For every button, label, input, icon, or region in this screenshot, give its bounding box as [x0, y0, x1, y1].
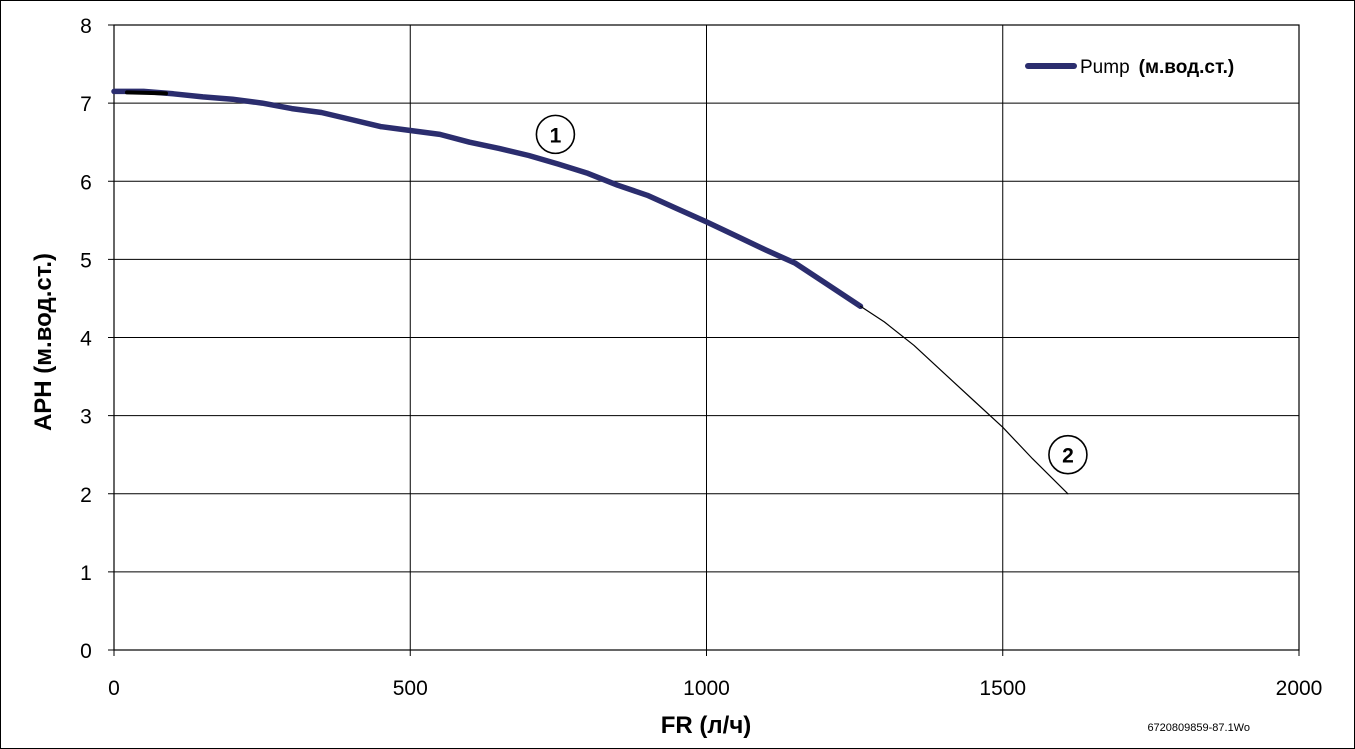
legend-label: Pump: [1080, 57, 1130, 78]
y-tick-label: 8: [80, 15, 92, 38]
callouts: 12: [535, 114, 1088, 475]
legend: Pump (м.вод.ст.): [1025, 57, 1234, 78]
y-axis-title: APH (м.вод.ст.): [30, 253, 57, 431]
y-tick-label: 6: [80, 171, 92, 194]
series-lines: [111, 88, 1069, 495]
svg-text:Pump (м.вод.ст.): Pump (м.вод.ст.): [1080, 57, 1234, 78]
figure-code: 6720809859-87.1Wo: [1147, 722, 1250, 734]
callout-circle-2: [1048, 434, 1088, 475]
y-tick-label: 4: [80, 328, 92, 351]
legend-unit: (м.вод.ст.): [1139, 57, 1235, 78]
plot-area-border: [113, 24, 1300, 651]
grid-lines: [113, 24, 1300, 651]
x-tick-label: 1000: [683, 677, 730, 700]
callout-circle-1: [535, 114, 576, 155]
series-start-marker: [125, 90, 168, 96]
x-tick-label: 2000: [1276, 677, 1323, 700]
x-tick-label: 500: [393, 677, 428, 700]
y-tick-label: 3: [80, 406, 92, 429]
y-tick-label: 1: [80, 562, 92, 585]
axes: [108, 24, 1300, 656]
series-line-extension: [859, 305, 1069, 495]
callout-label-1: 1: [550, 124, 562, 147]
x-axis-title: FR (л/ч): [661, 712, 752, 739]
y-tick-label: 5: [80, 249, 92, 272]
x-tick-label: 1500: [979, 677, 1026, 700]
callout-label-2: 2: [1062, 445, 1074, 468]
y-tick-label: 2: [80, 484, 92, 507]
x-tick-label: 0: [108, 677, 120, 700]
y-tick-label: 7: [80, 93, 92, 116]
y-tick-label: 0: [80, 640, 92, 663]
series-line-pump: [111, 88, 864, 310]
